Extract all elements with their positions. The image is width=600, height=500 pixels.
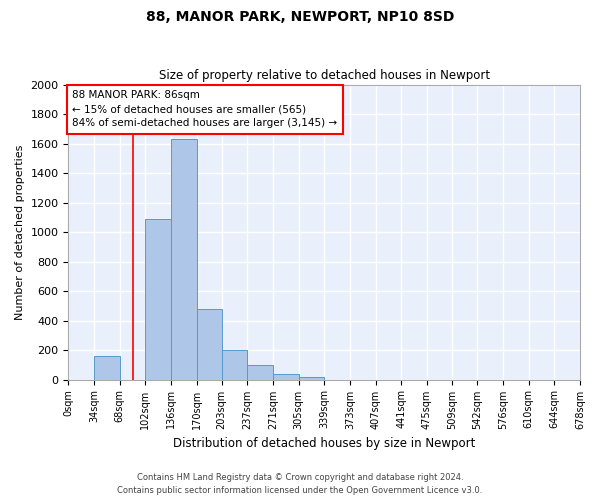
Bar [221,350,247,380]
Bar [247,365,273,380]
Title: Size of property relative to detached houses in Newport: Size of property relative to detached ho… [158,69,490,82]
Text: 88, MANOR PARK, NEWPORT, NP10 8SD: 88, MANOR PARK, NEWPORT, NP10 8SD [146,10,454,24]
Y-axis label: Number of detached properties: Number of detached properties [15,144,25,320]
Bar [94,356,120,380]
Bar [145,219,171,380]
Text: Contains HM Land Registry data © Crown copyright and database right 2024.
Contai: Contains HM Land Registry data © Crown c… [118,474,482,495]
Bar [197,309,221,380]
Bar [299,376,324,380]
X-axis label: Distribution of detached houses by size in Newport: Distribution of detached houses by size … [173,437,475,450]
Bar [273,374,299,380]
Bar [171,139,197,380]
Text: 88 MANOR PARK: 86sqm
← 15% of detached houses are smaller (565)
84% of semi-deta: 88 MANOR PARK: 86sqm ← 15% of detached h… [72,90,337,128]
